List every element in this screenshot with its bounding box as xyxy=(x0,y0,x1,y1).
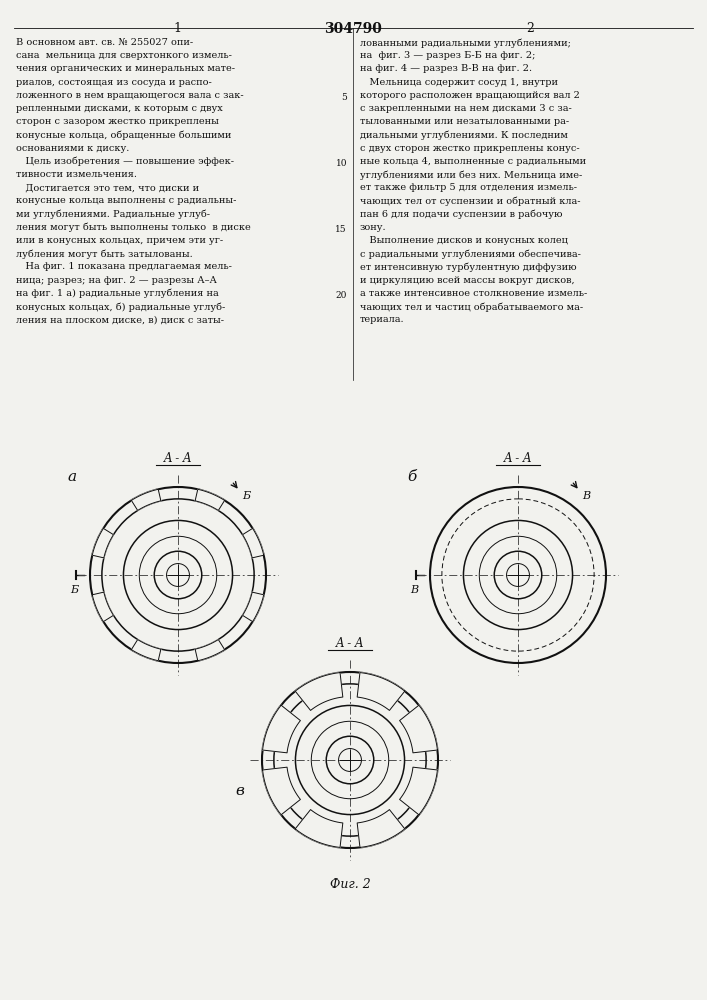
Text: диальными углублениями. К последним: диальными углублениями. К последним xyxy=(360,130,568,140)
Text: в: в xyxy=(235,784,245,798)
Text: ми углублениями. Радиальные углуб-: ми углублениями. Радиальные углуб- xyxy=(16,210,210,219)
Text: ет интенсивную турбулентную диффузию: ет интенсивную турбулентную диффузию xyxy=(360,262,577,272)
Text: В: В xyxy=(410,585,418,595)
Text: тылованными или незатылованными ра-: тылованными или незатылованными ра- xyxy=(360,117,569,126)
Text: конусные кольца, обращенные большими: конусные кольца, обращенные большими xyxy=(16,130,231,140)
Text: 10: 10 xyxy=(336,159,347,168)
Text: ления на плоском диске, в) диск с заты-: ления на плоском диске, в) диск с заты- xyxy=(16,315,224,324)
Polygon shape xyxy=(357,810,405,847)
Polygon shape xyxy=(92,528,113,558)
Text: а также интенсивное столкновение измель-: а также интенсивное столкновение измель- xyxy=(360,289,588,298)
Text: углублениями или без них. Мельница име-: углублениями или без них. Мельница име- xyxy=(360,170,583,180)
Text: ет также фильтр 5 для отделения измель-: ет также фильтр 5 для отделения измель- xyxy=(360,183,577,192)
Text: В: В xyxy=(583,491,590,501)
Text: репленными дисками, к которым с двух: репленными дисками, к которым с двух xyxy=(16,104,223,113)
Text: Выполнение дисков и конусных колец: Выполнение дисков и конусных колец xyxy=(360,236,568,245)
Polygon shape xyxy=(296,810,343,847)
Text: чения органических и минеральных мате-: чения органических и минеральных мате- xyxy=(16,64,235,73)
Text: на фиг. 1 а) радиальные углубления на: на фиг. 1 а) радиальные углубления на xyxy=(16,289,218,298)
Text: и циркуляцию всей массы вокруг дисков,: и циркуляцию всей массы вокруг дисков, xyxy=(360,276,575,285)
Text: 1: 1 xyxy=(173,22,181,35)
Text: териала.: териала. xyxy=(360,315,404,324)
Text: ложенного в нем вращающегося вала с зак-: ложенного в нем вращающегося вала с зак- xyxy=(16,91,244,100)
Text: 15: 15 xyxy=(335,225,347,234)
Polygon shape xyxy=(262,767,300,815)
Polygon shape xyxy=(399,767,438,815)
Text: Б: Б xyxy=(243,491,251,501)
Text: риалов, состоящая из сосуда и распо-: риалов, состоящая из сосуда и распо- xyxy=(16,78,212,87)
Text: На фиг. 1 показана предлагаемая мель-: На фиг. 1 показана предлагаемая мель- xyxy=(16,262,232,271)
Text: зону.: зону. xyxy=(360,223,387,232)
Text: или в конусных кольцах, причем эти уг-: или в конусных кольцах, причем эти уг- xyxy=(16,236,223,245)
Polygon shape xyxy=(92,592,113,622)
Polygon shape xyxy=(399,705,438,753)
Text: пан 6 для подачи суспензии в рабочую: пан 6 для подачи суспензии в рабочую xyxy=(360,210,563,219)
Text: A - A: A - A xyxy=(504,452,532,465)
Text: конусные кольца выполнены с радиальны-: конусные кольца выполнены с радиальны- xyxy=(16,196,236,205)
Text: Б: Б xyxy=(70,585,78,595)
Text: с двух сторон жестко прикреплены конус-: с двух сторон жестко прикреплены конус- xyxy=(360,144,580,153)
Text: 20: 20 xyxy=(336,291,347,300)
Text: ления могут быть выполнены только  в диске: ления могут быть выполнены только в диск… xyxy=(16,223,251,232)
Polygon shape xyxy=(195,640,225,661)
Polygon shape xyxy=(132,489,161,510)
Text: 5: 5 xyxy=(341,93,347,102)
Text: Мельница содержит сосуд 1, внутри: Мельница содержит сосуд 1, внутри xyxy=(360,78,558,87)
Text: чающих тел от суспензии и обратный кла-: чающих тел от суспензии и обратный кла- xyxy=(360,196,580,206)
Polygon shape xyxy=(357,673,405,710)
Text: на  фиг. 3 — разрез Б-Б на фиг. 2;: на фиг. 3 — разрез Б-Б на фиг. 2; xyxy=(360,51,535,60)
Polygon shape xyxy=(195,489,225,510)
Text: Цель изобретения — повышение эффек-: Цель изобретения — повышение эффек- xyxy=(16,157,234,166)
Text: которого расположен вращающийся вал 2: которого расположен вращающийся вал 2 xyxy=(360,91,580,100)
Polygon shape xyxy=(243,592,264,622)
Text: с радиальными углублениями обеспечива-: с радиальными углублениями обеспечива- xyxy=(360,249,581,259)
Text: В основном авт. св. № 255027 опи-: В основном авт. св. № 255027 опи- xyxy=(16,38,193,47)
Polygon shape xyxy=(132,640,161,661)
Text: на фиг. 4 — разрез В-В на фиг. 2.: на фиг. 4 — разрез В-В на фиг. 2. xyxy=(360,64,532,73)
Text: Фиг. 2: Фиг. 2 xyxy=(329,878,370,891)
Polygon shape xyxy=(243,528,264,558)
Text: A - A: A - A xyxy=(164,452,192,465)
Polygon shape xyxy=(296,673,343,710)
Text: с закрепленными на нем дисками 3 с за-: с закрепленными на нем дисками 3 с за- xyxy=(360,104,572,113)
Text: a: a xyxy=(67,470,76,484)
Text: сторон с зазором жестко прикреплены: сторон с зазором жестко прикреплены xyxy=(16,117,219,126)
Text: основаниями к диску.: основаниями к диску. xyxy=(16,144,129,153)
Text: тивности измельчения.: тивности измельчения. xyxy=(16,170,137,179)
Polygon shape xyxy=(262,705,300,753)
Text: б: б xyxy=(407,470,416,484)
Text: 2: 2 xyxy=(526,22,534,35)
Text: сана  мельница для сверхтонкого измель-: сана мельница для сверхтонкого измель- xyxy=(16,51,232,60)
Text: ные кольца 4, выполненные с радиальными: ные кольца 4, выполненные с радиальными xyxy=(360,157,586,166)
Text: чающих тел и частиц обрабатываемого ма-: чающих тел и частиц обрабатываемого ма- xyxy=(360,302,583,312)
Text: конусных кольцах, б) радиальные углуб-: конусных кольцах, б) радиальные углуб- xyxy=(16,302,226,312)
Text: Достигается это тем, что диски и: Достигается это тем, что диски и xyxy=(16,183,199,192)
Text: A - A: A - A xyxy=(336,637,364,650)
Text: лубления могут быть затылованы.: лубления могут быть затылованы. xyxy=(16,249,193,259)
Text: ница; разрез; на фиг. 2 — разрезы А–А: ница; разрез; на фиг. 2 — разрезы А–А xyxy=(16,276,217,285)
Text: лованными радиальными углублениями;: лованными радиальными углублениями; xyxy=(360,38,571,47)
Text: 304790: 304790 xyxy=(324,22,382,36)
